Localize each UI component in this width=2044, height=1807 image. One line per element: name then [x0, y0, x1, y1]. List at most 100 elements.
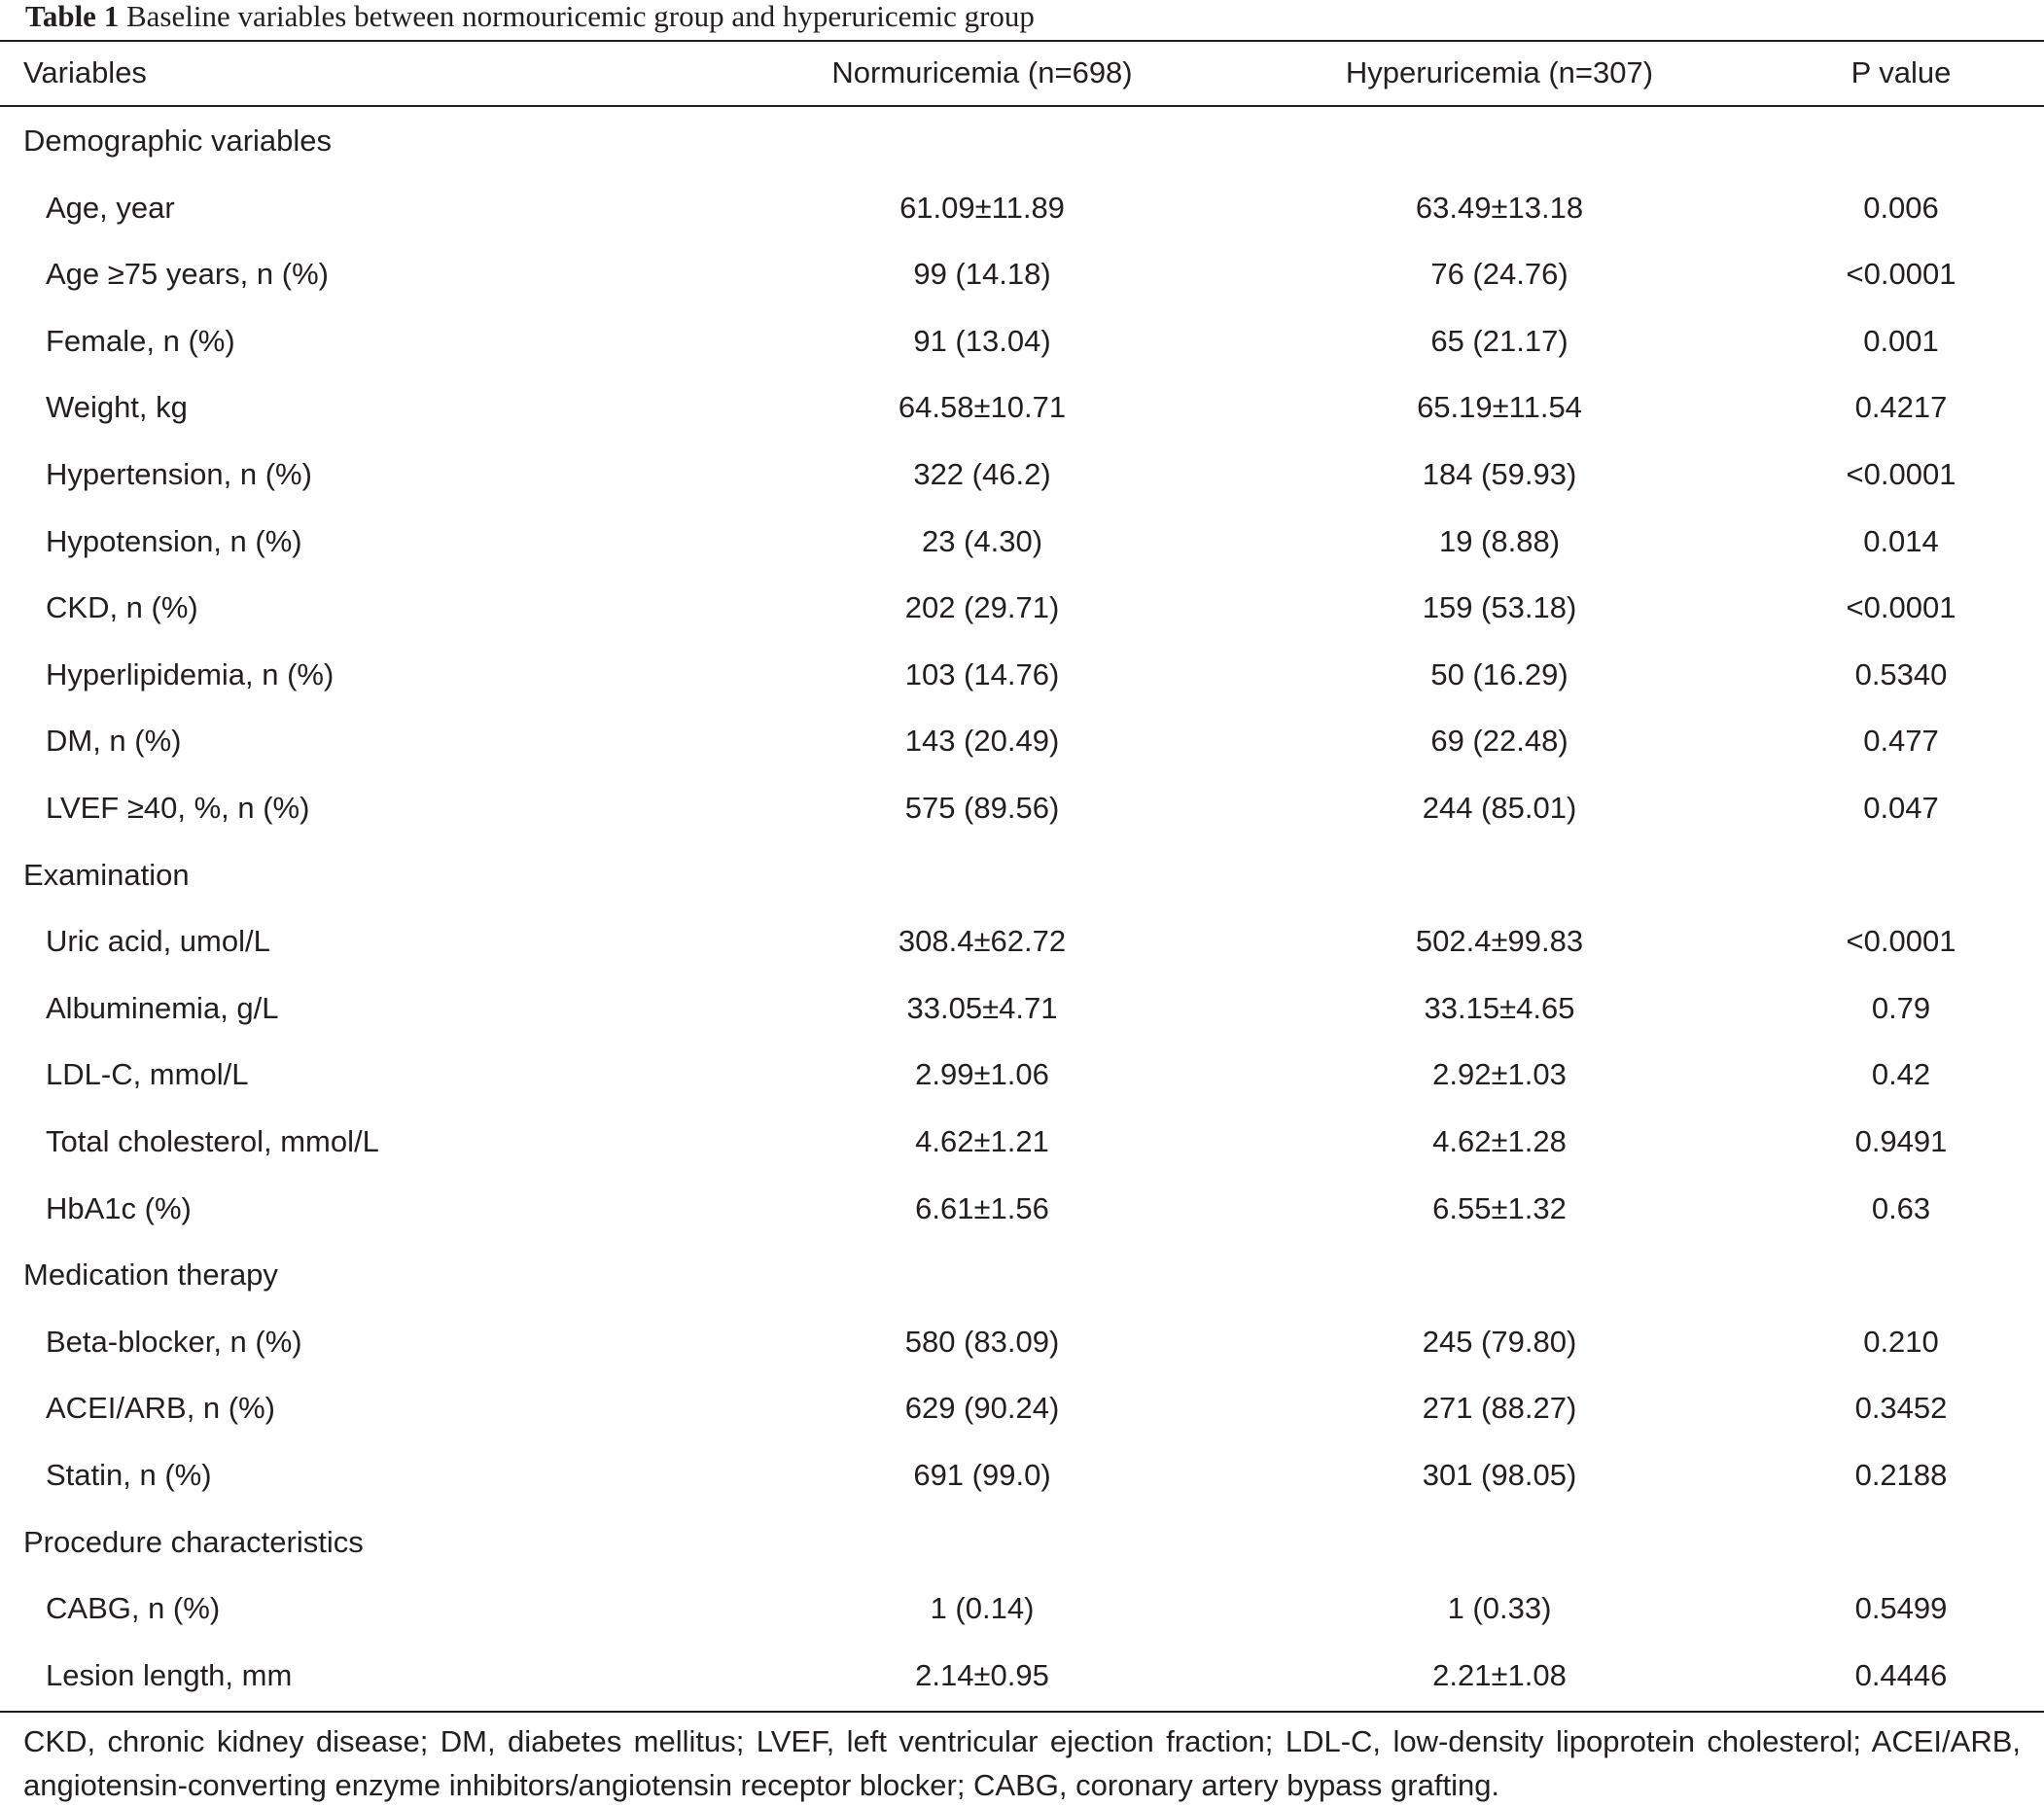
normuricemia-value: 308.4±62.72	[898, 924, 1067, 959]
p-value: 0.477	[1863, 724, 1939, 759]
table-row: ACEI/ARB, n (%) 629 (90.24) 271 (88.27) 0.3…	[0, 1375, 2044, 1441]
table-row: CABG, n (%) 1 (0.14) 1 (0.33) 0.5499	[0, 1576, 2044, 1642]
table-caption: Table 1 Baseline variables between normo…	[25, 0, 1035, 37]
variable-label: LVEF ≥40, %, n (%)	[46, 791, 310, 825]
normuricemia-value: 61.09±11.89	[899, 190, 1065, 225]
p-value: <0.0001	[1846, 257, 1956, 292]
section-label: Medication therapy	[23, 1258, 278, 1293]
variable-label: LDL-C, mmol/L	[46, 1057, 249, 1092]
normuricemia-value: 1 (0.14)	[930, 1591, 1035, 1626]
hyperuricemia-value: 271 (88.27)	[1422, 1391, 1577, 1426]
hyperuricemia-value: 6.55±1.32	[1432, 1190, 1567, 1225]
hyperuricemia-value: 184 (59.93)	[1422, 457, 1577, 491]
table-row: Age ≥75 years, n (%) 99 (14.18) 76 (24.76)…	[0, 241, 2044, 307]
hyperuricemia-value: 4.62±1.28	[1432, 1124, 1567, 1158]
variable-label: Age ≥75 years, n (%)	[46, 257, 329, 292]
p-value: <0.0001	[1846, 924, 1956, 959]
hyperuricemia-value: 301 (98.05)	[1422, 1458, 1577, 1492]
table-top-rule	[0, 40, 2044, 42]
variable-label: ACEI/ARB, n (%)	[46, 1391, 275, 1426]
normuricemia-value: 580 (83.09)	[904, 1324, 1060, 1359]
normuricemia-value: 33.05±4.71	[906, 990, 1058, 1025]
table-row: Total cholesterol, mmol/L 4.62±1.21 4.62±1…	[0, 1109, 2044, 1175]
hyperuricemia-value: 69 (22.48)	[1430, 724, 1568, 759]
hyperuricemia-value: 76 (24.76)	[1430, 257, 1568, 292]
p-value: 0.4217	[1854, 390, 1948, 425]
table-caption-text: Baseline variables between normouricemic…	[125, 0, 1035, 33]
section-header-row: Medication therapy	[0, 1242, 2044, 1308]
header-normuricemia: Normuricemia (n=698)	[831, 55, 1133, 89]
variable-label: Albuminemia, g/L	[46, 990, 279, 1025]
section-header-row: Examination	[0, 842, 2044, 908]
table-row: DM, n (%) 143 (20.49) 69 (22.48) 0.477	[0, 708, 2044, 774]
section-label: Procedure characteristics	[23, 1524, 364, 1559]
header-variables: Variables	[23, 55, 147, 89]
p-value: <0.0001	[1846, 457, 1956, 491]
header-hyperuricemia: Hyperuricemia (n=307)	[1345, 55, 1654, 89]
section-label: Demographic variables	[23, 124, 333, 158]
table-header-rule	[0, 105, 2044, 107]
normuricemia-value: 202 (29.71)	[904, 590, 1060, 625]
table-row: Hypotension, n (%) 23 (4.30) 19 (8.88) 0.01…	[0, 509, 2044, 575]
table-row: Albuminemia, g/L 33.05±4.71 33.15±4.65 0.79	[0, 975, 2044, 1042]
p-value: 0.047	[1863, 791, 1939, 825]
variable-label: CABG, n (%)	[46, 1591, 221, 1626]
normuricemia-value: 2.14±0.95	[915, 1657, 1049, 1692]
table-row: LVEF ≥40, %, n (%) 575 (89.56) 244 (85.01)…	[0, 775, 2044, 841]
hyperuricemia-value: 2.92±1.03	[1432, 1057, 1567, 1092]
p-value: 0.2188	[1854, 1458, 1948, 1492]
variable-label: HbA1c (%)	[46, 1190, 192, 1225]
table-row: HbA1c (%) 6.61±1.56 6.55±1.32 0.63	[0, 1176, 2044, 1242]
variable-label: Hypotension, n (%)	[46, 523, 302, 558]
variable-label: Uric acid, umol/L	[46, 924, 270, 959]
normuricemia-value: 4.62±1.21	[915, 1124, 1049, 1158]
table-row: Weight, kg 64.58±10.71 65.19±11.54 0.4217	[0, 374, 2044, 441]
variable-label: Age, year	[46, 190, 175, 225]
p-value: 0.42	[1871, 1057, 1931, 1092]
p-value: 0.79	[1871, 990, 1931, 1025]
section-header-row: Procedure characteristics	[0, 1509, 2044, 1576]
variable-label: Hyperlipidemia, n (%)	[46, 656, 335, 691]
p-value: 0.4446	[1854, 1657, 1948, 1692]
variable-label: Hypertension, n (%)	[46, 457, 312, 491]
variable-label: Statin, n (%)	[46, 1458, 212, 1492]
hyperuricemia-value: 65.19±11.54	[1417, 390, 1582, 425]
section-label: Examination	[23, 857, 190, 892]
p-value: 0.210	[1863, 1324, 1939, 1359]
hyperuricemia-value: 2.21±1.08	[1432, 1657, 1567, 1692]
section-header-row: Demographic variables	[0, 108, 2044, 174]
hyperuricemia-value: 245 (79.80)	[1422, 1324, 1577, 1359]
p-value: 0.63	[1871, 1190, 1931, 1225]
normuricemia-value: 629 (90.24)	[904, 1391, 1060, 1426]
table-row: Female, n (%) 91 (13.04) 65 (21.17) 0.001	[0, 308, 2044, 374]
variable-label: CKD, n (%)	[46, 590, 198, 625]
table-footnote: CKD, chronic kidney disease; DM, diabete…	[23, 1724, 2021, 1802]
table-body: Demographic variables Age, year 61.09±11.8…	[0, 108, 2044, 1709]
hyperuricemia-value: 159 (53.18)	[1422, 590, 1577, 625]
variable-label: Lesion length, mm	[46, 1657, 293, 1692]
table-row: Age, year 61.09±11.89 63.49±13.18 0.006	[0, 175, 2044, 241]
table-row: CKD, n (%) 202 (29.71) 159 (53.18) <0.0001	[0, 575, 2044, 641]
normuricemia-value: 91 (13.04)	[913, 323, 1051, 358]
p-value: 0.5499	[1854, 1591, 1948, 1626]
normuricemia-value: 23 (4.30)	[921, 523, 1043, 558]
hyperuricemia-value: 502.4±99.83	[1415, 924, 1584, 959]
variable-label: Female, n (%)	[46, 323, 235, 358]
normuricemia-value: 143 (20.49)	[904, 724, 1060, 759]
normuricemia-value: 322 (46.2)	[913, 457, 1051, 491]
variable-label: Total cholesterol, mmol/L	[46, 1124, 379, 1158]
hyperuricemia-value: 244 (85.01)	[1422, 791, 1577, 825]
normuricemia-value: 99 (14.18)	[913, 257, 1051, 292]
hyperuricemia-value: 50 (16.29)	[1430, 656, 1568, 691]
variable-label: Beta-blocker, n (%)	[46, 1324, 302, 1359]
table-bottom-rule	[0, 1711, 2044, 1713]
p-value: 0.9491	[1854, 1124, 1948, 1158]
p-value: 0.014	[1863, 523, 1939, 558]
p-value: 0.3452	[1854, 1391, 1948, 1426]
normuricemia-value: 64.58±10.71	[898, 390, 1067, 425]
p-value: 0.001	[1863, 323, 1939, 358]
table-row: Hypertension, n (%) 322 (46.2) 184 (59.93)…	[0, 442, 2044, 508]
variable-label: DM, n (%)	[46, 724, 182, 759]
normuricemia-value: 691 (99.0)	[913, 1458, 1051, 1492]
